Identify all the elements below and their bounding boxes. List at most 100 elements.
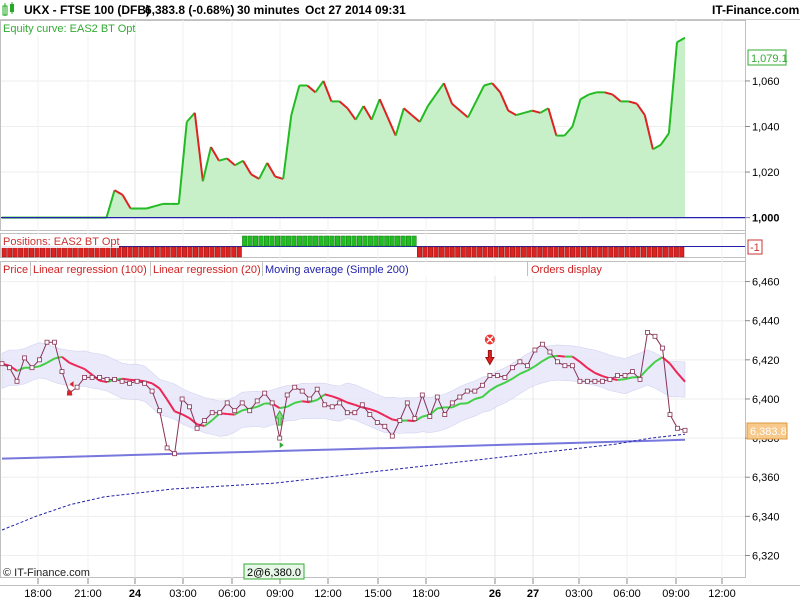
linear-regression-20-segment [203, 419, 213, 427]
linear-regression-20-segment [676, 372, 686, 383]
position-bar-short [488, 246, 494, 258]
linear-regression-20-segment [46, 357, 55, 364]
price-point [7, 365, 12, 371]
position-bar-short [67, 246, 73, 258]
price-point [157, 408, 163, 414]
price-tick-label: 6,420 [752, 355, 780, 367]
equity-panel-title: Equity curve: EAS2 BT Opt [3, 23, 135, 35]
equity-segment [354, 105, 365, 121]
price-point [134, 378, 140, 384]
linear-regression-20-segment [69, 361, 78, 367]
price-point [442, 412, 448, 418]
position-bar-short [668, 246, 674, 258]
price-point [217, 410, 223, 416]
price-point [607, 376, 613, 382]
brand: IT-Finance.com [712, 3, 800, 17]
linear-regression-20-segment [451, 402, 461, 409]
position-bar-short [143, 246, 149, 258]
time-tick-label: 21:00 [74, 588, 102, 600]
position-bar-long [400, 235, 406, 247]
linear-regression-20-segment [196, 423, 205, 427]
position-bar-long [340, 235, 346, 247]
price-point [0, 361, 5, 367]
position-bar-short [160, 246, 166, 258]
equity-segment [499, 91, 510, 112]
price-point [232, 408, 238, 414]
position-bar-short [132, 246, 138, 258]
position-bar-short [570, 246, 576, 258]
equity-area-fill [2, 37, 685, 218]
price-panel-title: Price [3, 264, 28, 276]
linear-regression-20-segment [407, 419, 415, 423]
linear-regression-20-segment [174, 410, 183, 416]
position-bar-short [597, 246, 603, 258]
equity-segment [459, 109, 469, 119]
price-point [487, 373, 493, 378]
position-bar-short [602, 246, 608, 258]
price-point [247, 408, 253, 414]
time-tick-label: 06:00 [218, 588, 246, 600]
price-point [389, 433, 395, 439]
linear-regression-20-segment [376, 410, 386, 417]
equity-segment [475, 85, 485, 102]
price-point [502, 374, 508, 380]
equity-segment [507, 109, 517, 116]
price-point [74, 384, 80, 390]
price-point [660, 345, 665, 351]
equity-segment [370, 98, 381, 121]
position-bar-long [356, 235, 362, 247]
legend-orders-display[interactable]: Orders display [531, 264, 602, 276]
price-point [239, 400, 245, 406]
linear-regression-20-segment [39, 361, 48, 368]
legend-linear-regression-100[interactable]: Linear regression (100) [33, 264, 147, 276]
linear-regression-20-segment [459, 402, 468, 405]
position-bar-short [482, 246, 488, 258]
positions-last-value: -1 [750, 242, 760, 254]
price-point [532, 347, 538, 353]
position-bar-short [515, 246, 521, 258]
price-point [277, 435, 283, 441]
price-point [427, 414, 433, 420]
price-change: 6,383.8 (-0.68%) [145, 3, 235, 17]
position-bar-short [630, 246, 636, 258]
position-bar-short [493, 246, 499, 258]
equity-segment [386, 116, 397, 137]
position-bar-short [111, 246, 117, 258]
position-bar-short [466, 246, 472, 258]
position-bar-short [83, 246, 89, 258]
time-tick-label: 18:00 [412, 588, 440, 600]
linear-regression-20-segment [158, 387, 168, 401]
position-bar-short [591, 246, 597, 258]
position-bar-short [455, 246, 461, 258]
price-point [127, 380, 132, 386]
position-bar-short [100, 246, 106, 258]
equity-segment [660, 132, 670, 146]
equity-segment [114, 189, 123, 196]
linear-regression-20-segment [384, 414, 393, 421]
price-point [637, 376, 643, 382]
equity-tick-label: 1,040 [752, 122, 780, 134]
legend-linear-regression-20[interactable]: Linear regression (20) [153, 264, 261, 276]
position-bar-short [209, 246, 215, 258]
price-point [164, 445, 170, 451]
equity-segment [532, 109, 541, 114]
price-tick-label: 6,320 [752, 550, 780, 562]
legend-moving-average-200[interactable]: Moving average (Simple 200) [265, 264, 409, 276]
price-tick-label: 6,400 [752, 394, 780, 406]
linear-regression-20-segment [369, 408, 378, 413]
price-point [412, 416, 418, 421]
position-bar-short [171, 246, 177, 258]
equity-segment [580, 93, 590, 101]
position-bar-long [389, 235, 395, 247]
position-bar-long [258, 235, 264, 247]
linear-regression-20-segment [227, 413, 235, 416]
position-bar-long [264, 235, 270, 247]
position-bar-short [586, 246, 592, 258]
price-point [352, 410, 358, 416]
price-point [142, 380, 148, 386]
equity-segment [274, 175, 284, 180]
price-point [622, 373, 628, 378]
price-point [434, 394, 440, 400]
position-bar-short [192, 246, 198, 258]
